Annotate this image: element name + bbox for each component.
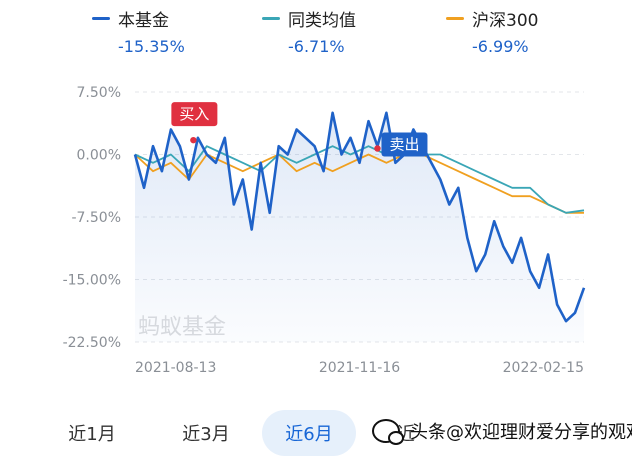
wechat-icon bbox=[372, 419, 404, 445]
y-tick-label: 7.50% bbox=[77, 85, 121, 101]
y-tick-label: -22.50% bbox=[63, 335, 121, 351]
bottom-watermark: 头条@欢迎理财爱分享的观观 bbox=[372, 418, 632, 445]
y-tick-label: -7.50% bbox=[71, 210, 121, 226]
x-tick-label: 2021-08-13 bbox=[135, 360, 216, 376]
legend-peer[interactable]: 同类均值 -6.71% bbox=[262, 6, 356, 56]
trade-dot bbox=[374, 145, 381, 152]
series-line-同类均值 bbox=[134, 145, 585, 214]
legend-index[interactable]: 沪深300 -6.99% bbox=[446, 6, 538, 56]
legend-fund-value: -15.35% bbox=[118, 37, 185, 56]
fund-area-fill bbox=[135, 112, 584, 342]
legend-peer-value: -6.71% bbox=[288, 37, 345, 56]
chart-watermark: 蚂蚁基金 bbox=[138, 315, 226, 340]
trade-dot bbox=[190, 136, 197, 144]
legend-peer-label: 同类均值 bbox=[288, 11, 356, 31]
legend-index-swatch bbox=[446, 17, 464, 20]
trade-marker-label: 买入 bbox=[179, 105, 209, 123]
trade-marker-买入[interactable] bbox=[171, 102, 218, 127]
series-line-本基金 bbox=[133, 111, 586, 323]
legend-index-value: -6.99% bbox=[472, 37, 529, 56]
trade-marker-卖出[interactable] bbox=[381, 132, 428, 157]
tab-6-months[interactable]: 近6月 bbox=[262, 410, 356, 456]
tab-3-months[interactable]: 近3月 bbox=[182, 424, 230, 445]
x-tick-label: 2022-02-15 bbox=[503, 360, 584, 376]
trade-marker-label: 卖出 bbox=[389, 136, 419, 154]
legend-fund[interactable]: 本基金 -15.35% bbox=[92, 6, 185, 56]
legend-fund-swatch bbox=[92, 17, 110, 20]
legend-index-label: 沪深300 bbox=[472, 11, 539, 31]
y-tick-label: 0.00% bbox=[77, 148, 121, 164]
legend-fund-label: 本基金 bbox=[118, 11, 169, 31]
legend-peer-swatch bbox=[262, 17, 280, 20]
y-tick-label: -15.00% bbox=[63, 273, 121, 289]
x-tick-label: 2021-11-16 bbox=[319, 360, 400, 376]
period-tabs: 近1月 近3月 近6月 近 bbox=[0, 400, 632, 468]
tab-1-month[interactable]: 近1月 bbox=[68, 424, 116, 445]
chart-legend: 本基金 -15.35% 同类均值 -6.71% 沪深300 -6.99% bbox=[0, 0, 632, 62]
bottom-watermark-text: 头条@欢迎理财爱分享的观观 bbox=[410, 422, 632, 443]
